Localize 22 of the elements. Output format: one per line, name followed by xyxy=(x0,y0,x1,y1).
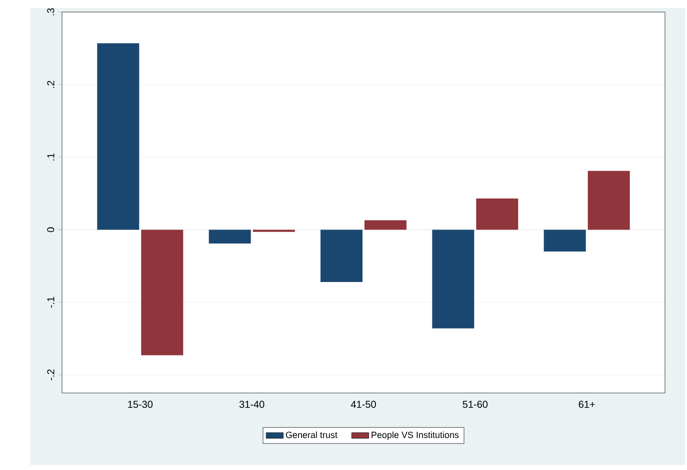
bar xyxy=(432,230,474,328)
bar xyxy=(544,230,586,252)
y-tick-label: -.1 xyxy=(47,296,54,308)
bar xyxy=(364,220,407,230)
x-tick-label: 61+ xyxy=(578,400,595,408)
bar xyxy=(97,43,140,230)
bar xyxy=(476,198,518,230)
y-tick-label: -.2 xyxy=(47,370,54,380)
bar xyxy=(320,230,363,282)
y-tick-label: .3 xyxy=(47,8,54,16)
x-tick-label: 31-40 xyxy=(239,400,264,408)
y-tick-label: 0 xyxy=(47,227,54,232)
y-tick-label: .2 xyxy=(47,80,54,88)
bar xyxy=(141,230,184,356)
x-tick-label: 51-60 xyxy=(462,400,488,408)
legend-label: People VS Institutions xyxy=(372,431,459,440)
x-tick-label: 15-30 xyxy=(128,400,153,408)
y-tick-label: .1 xyxy=(47,153,54,160)
bar xyxy=(208,230,251,244)
bar xyxy=(588,170,630,230)
x-tick-label: 41-50 xyxy=(350,400,376,408)
legend-label: General trust xyxy=(286,431,338,438)
